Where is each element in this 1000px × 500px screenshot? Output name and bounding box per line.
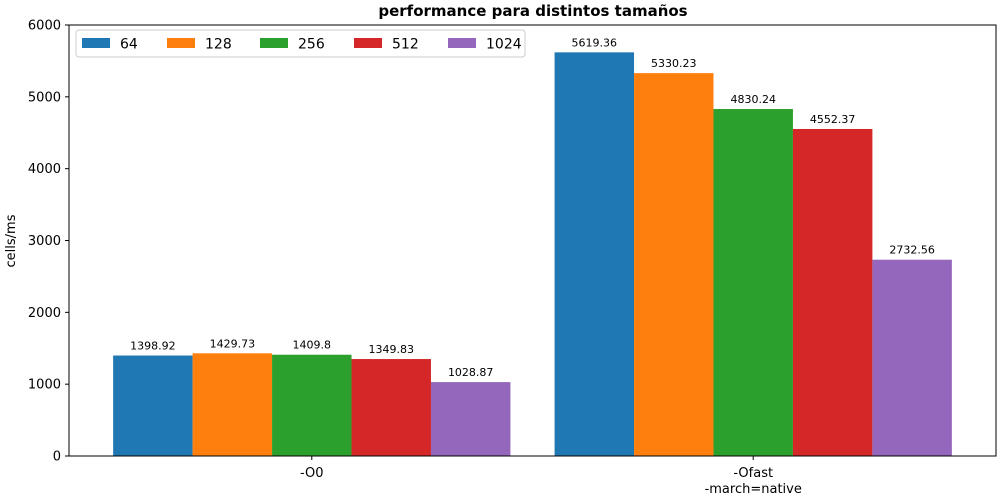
y-tick-label: 6000	[28, 19, 61, 34]
bar	[713, 109, 793, 456]
axes-layer: 0 1000 2000 3000 4000 5000 6000 -O0 -Ofast -march…	[28, 19, 997, 497]
legend-swatch	[82, 38, 110, 48]
x-tick-label-line: -O0	[300, 466, 324, 481]
x-tick-label: -Ofast -march=native	[705, 466, 802, 497]
bar-value-label: 1429.73	[210, 337, 256, 350]
bars-layer	[113, 52, 952, 456]
bar	[430, 382, 511, 456]
x-tick-label-line: -Ofast	[733, 466, 773, 481]
legend-swatch	[167, 38, 195, 48]
legend-swatch	[260, 38, 288, 48]
legend-label: 512	[392, 37, 419, 53]
bar-value-label: 5330.23	[651, 57, 697, 70]
legend-box	[75, 29, 526, 58]
chart-title: performance para distintos tamaños	[378, 2, 687, 20]
bar-value-label: 2732.56	[889, 244, 935, 257]
bar-value-label: 4830.24	[730, 93, 776, 106]
legend: 64 128 256 512 1024	[75, 29, 526, 58]
bar	[554, 52, 635, 456]
y-tick-label: 2000	[28, 306, 61, 321]
bar-value-label: 1398.92	[130, 340, 176, 353]
x-tick-label-line: -march=native	[705, 482, 802, 497]
y-tick-label: 0	[53, 450, 61, 465]
y-tick-label: 4000	[28, 162, 61, 177]
bar-value-label: 1349.83	[368, 343, 414, 356]
y-tick-label: 1000	[28, 378, 61, 393]
bar	[792, 128, 873, 456]
bar	[192, 353, 273, 456]
bar	[113, 355, 193, 456]
legend-label: 256	[298, 37, 325, 53]
y-tick-label: 5000	[28, 90, 61, 105]
y-tick-label: 3000	[28, 234, 61, 249]
x-tick-label: -O0	[300, 466, 324, 481]
bar	[272, 354, 352, 456]
bar-value-label: 5619.36	[572, 36, 618, 49]
bar-value-label: 4552.37	[810, 113, 856, 126]
bar	[872, 259, 952, 456]
legend-swatch	[448, 38, 476, 48]
legend-swatch	[354, 38, 382, 48]
bar-value-label: 1409.8	[293, 339, 332, 352]
bar-labels-layer: 1398.92 5619.36 1429.73 5330.23 1409.8 4830.2…	[130, 36, 935, 379]
y-axis-label: cells/ms	[4, 214, 19, 267]
bar	[634, 73, 714, 456]
legend-label: 128	[205, 37, 232, 53]
legend-label: 1024	[486, 37, 522, 53]
bar-value-label: 1028.87	[448, 366, 494, 379]
bar	[351, 359, 431, 456]
legend-label: 64	[120, 37, 138, 53]
